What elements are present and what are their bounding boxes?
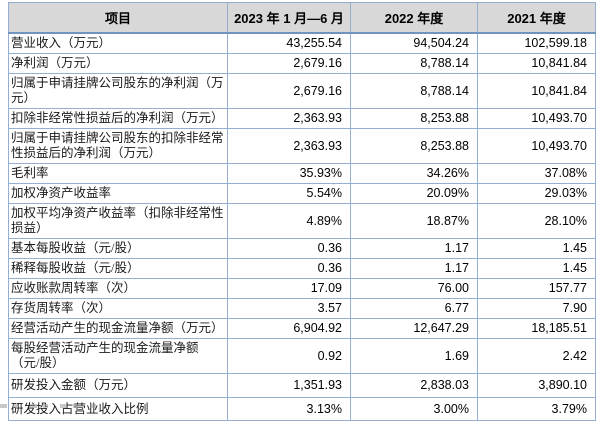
row-value: 1,351.93: [227, 373, 351, 398]
row-value: 20.09%: [350, 183, 478, 204]
table-row: 稀释每股收益（元/股） 0.36 1.17 1.45: [8, 258, 596, 279]
row-value: 2,363.93: [227, 128, 351, 164]
table-row: 归属于申请挂牌公司股东的扣除非经常性损益后的净利润（万元） 2,363.93 8,2…: [8, 128, 596, 164]
row-value: 8,788.14: [350, 73, 478, 109]
row-value: 8,788.14: [350, 53, 478, 74]
column-header-2021: 2021 年度: [477, 2, 596, 34]
row-label: 每股经营活动产生的现金流量净额（元/股）: [8, 338, 228, 374]
row-value: 7.90: [477, 298, 596, 319]
row-value: 3.79%: [477, 397, 596, 421]
column-header-2023h1: 2023 年 1 月—6 月: [227, 2, 351, 34]
row-value: 1.45: [477, 238, 596, 259]
row-label: 经营活动产生的现金流量净额（万元）: [8, 318, 228, 339]
row-value: 10,493.70: [477, 108, 596, 129]
row-value: 2,838.03: [350, 373, 478, 398]
row-value: 1.45: [477, 258, 596, 279]
row-value: 3.13%: [227, 397, 351, 421]
row-value: 6,904.92: [227, 318, 351, 339]
row-value: 8,253.88: [350, 128, 478, 164]
row-value: 34.26%: [350, 163, 478, 184]
table-header-row: 项目 2023 年 1 月—6 月 2022 年度 2021 年度: [8, 2, 596, 34]
row-value: 0.36: [227, 238, 351, 259]
table-body: 营业收入（万元） 43,255.54 94,504.24 102,599.18 净利润（…: [8, 32, 596, 421]
row-value: 1.17: [350, 258, 478, 279]
row-value: 4.89%: [227, 203, 351, 239]
clipped-text-fragment: [0, 404, 96, 408]
row-value: 3.57: [227, 298, 351, 319]
row-value: 5.54%: [227, 183, 351, 204]
row-value: 10,841.84: [477, 53, 596, 74]
row-value: 17.09: [227, 278, 351, 299]
row-value: 2,363.93: [227, 108, 351, 129]
row-label: 应收账款周转率（次）: [8, 278, 228, 299]
row-value: 37.08%: [477, 163, 596, 184]
row-value: 3.00%: [350, 397, 478, 421]
column-header-2022: 2022 年度: [350, 2, 478, 34]
row-value: 10,493.70: [477, 128, 596, 164]
table-row: 加权平均净资产收益率（扣除非经常性损益） 4.89% 18.87% 28.10%: [8, 203, 596, 239]
row-label: 毛利率: [8, 163, 228, 184]
row-value: 35.93%: [227, 163, 351, 184]
row-value: 1.17: [350, 238, 478, 259]
financial-metrics-table: 项目 2023 年 1 月—6 月 2022 年度 2021 年度 营业收入（万…: [8, 2, 596, 421]
row-value: 157.77: [477, 278, 596, 299]
row-label: 研发投入占营业收入比例: [8, 397, 228, 421]
row-value: 0.92: [227, 338, 351, 374]
row-label: 基本每股收益（元/股）: [8, 238, 228, 259]
table-row: 存货周转率（次） 3.57 6.77 7.90: [8, 298, 596, 319]
table-row: 研发投入金额（万元） 1,351.93 2,838.03 3,890.10: [8, 373, 596, 398]
row-label: 加权净资产收益率: [8, 183, 228, 204]
row-value: 8,253.88: [350, 108, 478, 129]
row-value: 1.69: [350, 338, 478, 374]
row-value: 3,890.10: [477, 373, 596, 398]
row-value: 102,599.18: [477, 32, 596, 54]
row-value: 18.87%: [350, 203, 478, 239]
row-value: 6.77: [350, 298, 478, 319]
table-row: 毛利率 35.93% 34.26% 37.08%: [8, 163, 596, 184]
row-value: 18,185.51: [477, 318, 596, 339]
table-row: 扣除非经常性损益后的净利润（万元） 2,363.93 8,253.88 10,493.…: [8, 108, 596, 129]
row-value: 12,647.29: [350, 318, 478, 339]
table-row: 经营活动产生的现金流量净额（万元） 6,904.92 12,647.29 18,185…: [8, 318, 596, 339]
table-row: 应收账款周转率（次） 17.09 76.00 157.77: [8, 278, 596, 299]
row-value: 28.10%: [477, 203, 596, 239]
row-value: 2.42: [477, 338, 596, 374]
row-label: 扣除非经常性损益后的净利润（万元）: [8, 108, 228, 129]
column-header-item: 项目: [8, 2, 228, 34]
table-row: 净利润（万元） 2,679.16 8,788.14 10,841.84: [8, 53, 596, 74]
row-value: 76.00: [350, 278, 478, 299]
row-value: 94,504.24: [350, 32, 478, 54]
row-label: 加权平均净资产收益率（扣除非经常性损益）: [8, 203, 228, 239]
row-label: 稀释每股收益（元/股）: [8, 258, 228, 279]
table-row: 营业收入（万元） 43,255.54 94,504.24 102,599.18: [8, 32, 596, 54]
table-row: 加权净资产收益率 5.54% 20.09% 29.03%: [8, 183, 596, 204]
row-value: 43,255.54: [227, 32, 351, 54]
table-row: 基本每股收益（元/股） 0.36 1.17 1.45: [8, 238, 596, 259]
row-value: 2,679.16: [227, 53, 351, 74]
row-label: 存货周转率（次）: [8, 298, 228, 319]
row-value: 0.36: [227, 258, 351, 279]
row-label: 营业收入（万元）: [8, 32, 228, 54]
row-label: 归属于申请挂牌公司股东的扣除非经常性损益后的净利润（万元）: [8, 128, 228, 164]
row-value: 29.03%: [477, 183, 596, 204]
row-value: 2,679.16: [227, 73, 351, 109]
row-label: 研发投入金额（万元）: [8, 373, 228, 398]
row-value: 10,841.84: [477, 73, 596, 109]
table-row: 每股经营活动产生的现金流量净额（元/股） 0.92 1.69 2.42: [8, 338, 596, 374]
table-row: 研发投入占营业收入比例 3.13% 3.00% 3.79%: [8, 397, 596, 421]
row-label: 归属于申请挂牌公司股东的净利润（万元）: [8, 73, 228, 109]
row-label: 净利润（万元）: [8, 53, 228, 74]
table-row: 归属于申请挂牌公司股东的净利润（万元） 2,679.16 8,788.14 10,84…: [8, 73, 596, 109]
